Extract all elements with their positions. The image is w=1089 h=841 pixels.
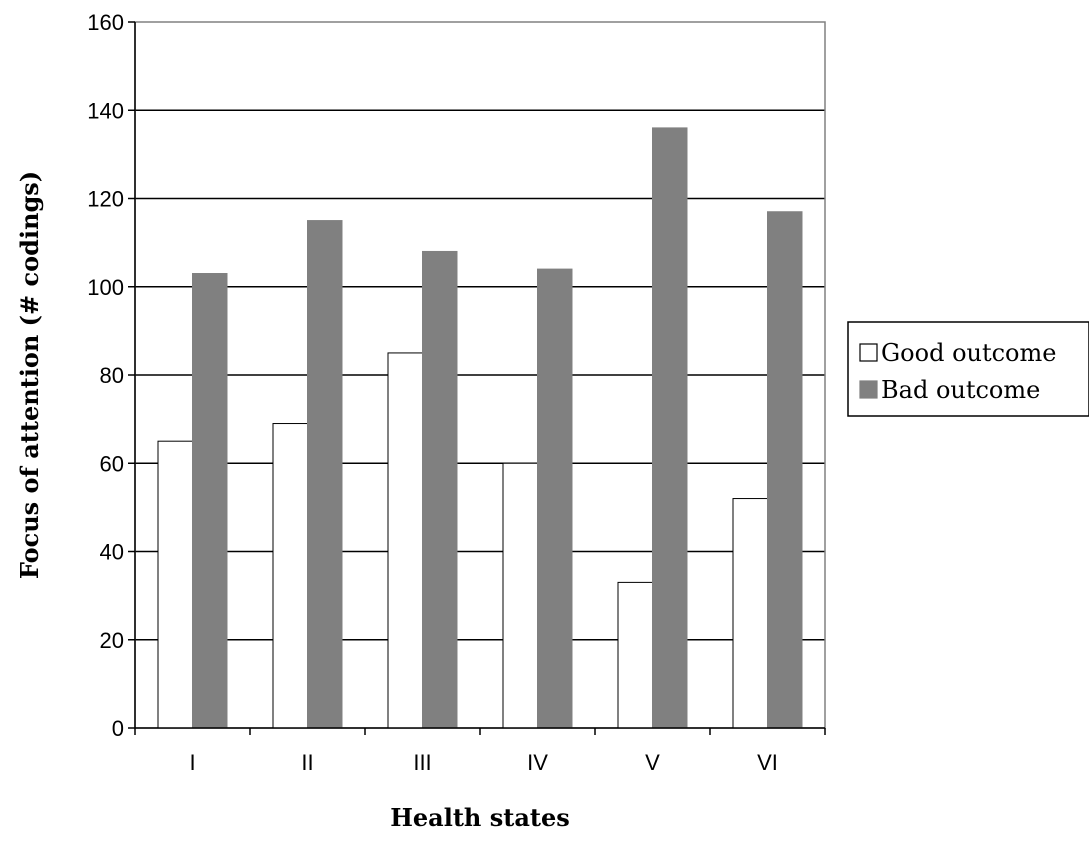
bars bbox=[157, 127, 803, 729]
bar-good-outcome bbox=[272, 423, 308, 729]
bar-good-outcome bbox=[157, 440, 193, 729]
y-tick-label: 100 bbox=[87, 275, 124, 300]
legend-swatch-good-outcome bbox=[859, 343, 878, 362]
x-tick-label: III bbox=[413, 750, 431, 775]
legend-label-bad-outcome: Bad outcome bbox=[881, 376, 1040, 404]
x-tick-labels: I II III IV V VI bbox=[189, 750, 777, 775]
bar-bad-outcome bbox=[537, 268, 573, 729]
y-tick-label: 20 bbox=[100, 628, 124, 653]
bar-good-outcome bbox=[617, 581, 653, 729]
bar-bad-outcome bbox=[192, 273, 228, 729]
bar-good-outcome bbox=[387, 352, 423, 729]
legend-label-good-outcome: Good outcome bbox=[881, 339, 1056, 367]
bar-bad-outcome bbox=[652, 127, 688, 729]
y-axis-title: Focus of attention (# codings) bbox=[15, 171, 44, 579]
x-tick-label: I bbox=[189, 750, 195, 775]
y-tick-label: 40 bbox=[100, 540, 124, 565]
bar-good-outcome bbox=[502, 462, 538, 729]
x-axis-title: Health states bbox=[390, 803, 570, 832]
y-tick-labels: 0 20 40 60 80 100 120 140 160 bbox=[87, 10, 124, 741]
legend: Good outcome Bad outcome bbox=[847, 321, 1089, 417]
y-tick-label: 80 bbox=[100, 363, 124, 388]
x-tick-label: VI bbox=[757, 750, 778, 775]
bar-good-outcome bbox=[732, 498, 768, 729]
gridlines bbox=[135, 109, 825, 641]
y-tick-label: 60 bbox=[100, 451, 124, 476]
legend-swatch-bad-outcome bbox=[859, 380, 878, 399]
y-tick-label: 140 bbox=[87, 98, 124, 123]
x-tick-label: IV bbox=[527, 750, 548, 775]
bar-bad-outcome bbox=[422, 250, 458, 729]
bar-bad-outcome bbox=[767, 211, 803, 729]
y-tick-label: 0 bbox=[112, 716, 124, 741]
legend-box bbox=[847, 321, 1089, 417]
axes bbox=[128, 21, 826, 735]
bar-bad-outcome bbox=[307, 220, 343, 729]
x-tick-label: V bbox=[645, 750, 660, 775]
x-tick-label: II bbox=[301, 750, 313, 775]
y-tick-label: 160 bbox=[87, 10, 124, 35]
y-tick-label: 120 bbox=[87, 187, 124, 212]
